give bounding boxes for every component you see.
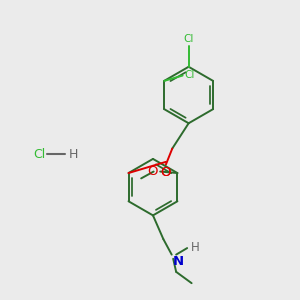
Text: Cl: Cl xyxy=(34,148,46,161)
Text: H: H xyxy=(68,148,78,161)
Text: O: O xyxy=(160,166,171,179)
Text: Cl: Cl xyxy=(184,34,194,44)
Text: Cl: Cl xyxy=(184,70,195,80)
Text: O: O xyxy=(147,165,158,178)
Text: O: O xyxy=(160,166,171,179)
Text: N: N xyxy=(172,255,183,268)
Text: H: H xyxy=(191,241,200,254)
